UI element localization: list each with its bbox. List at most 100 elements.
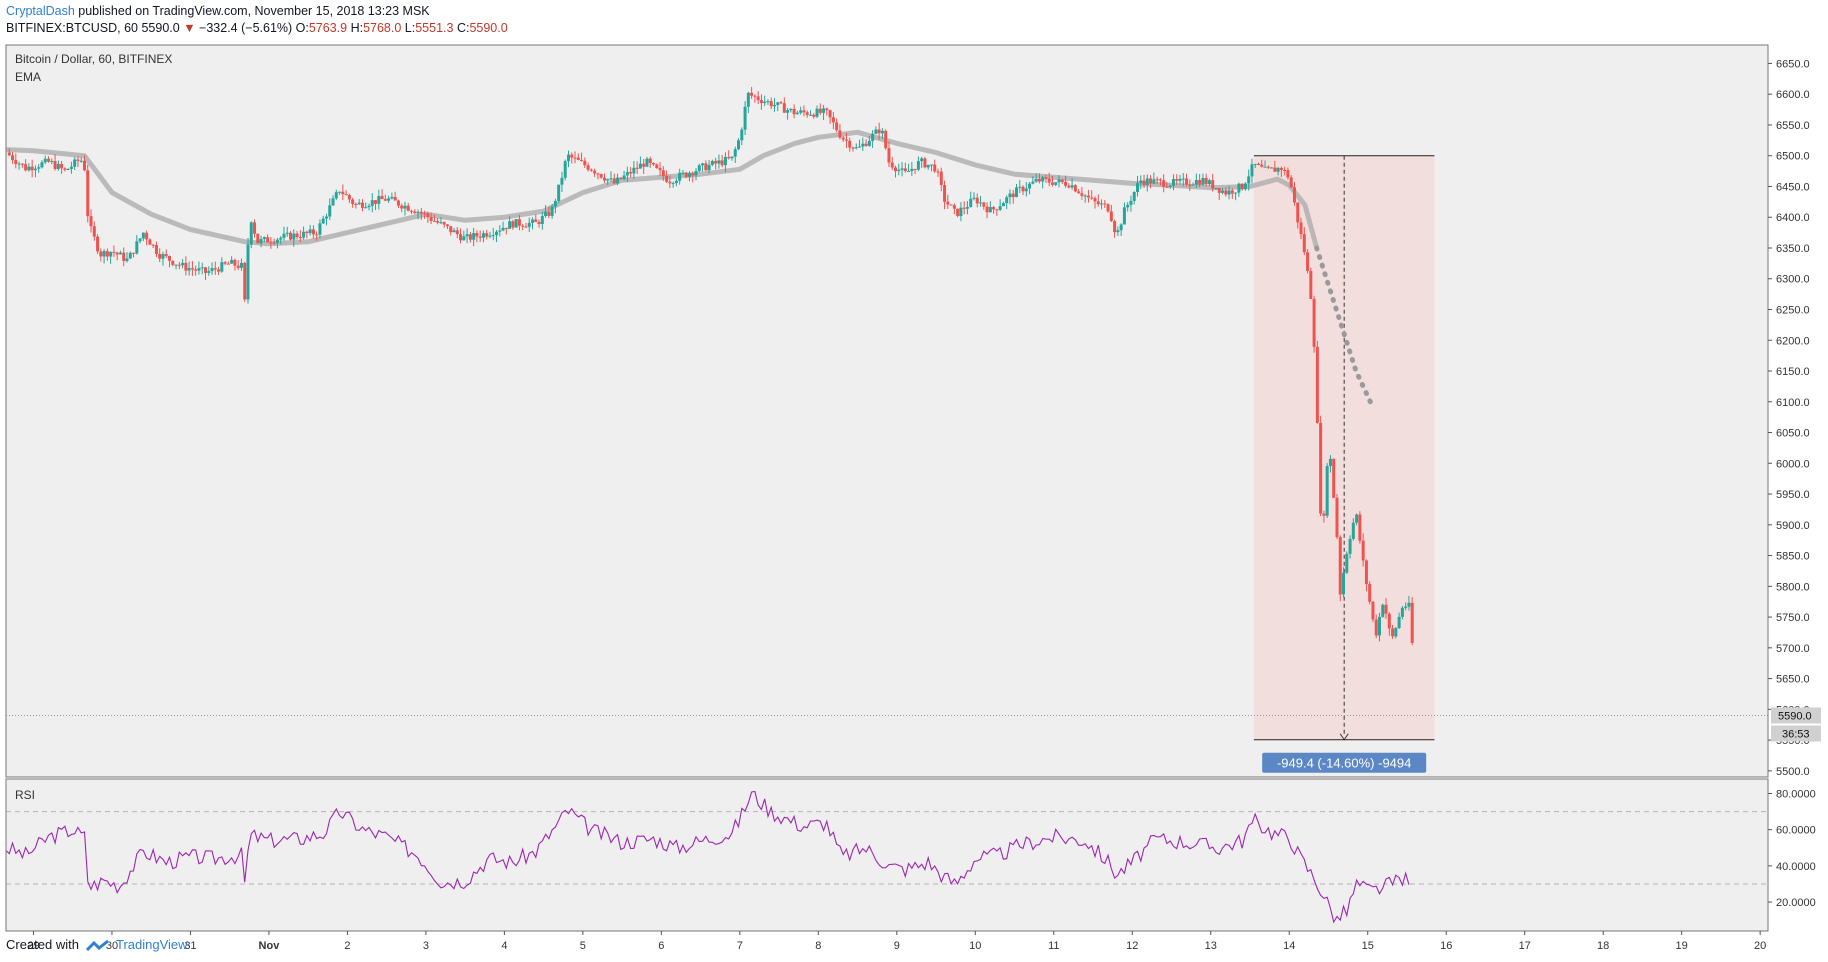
candle-body bbox=[1404, 606, 1408, 608]
candle-body bbox=[580, 159, 584, 161]
candle-body bbox=[782, 103, 786, 113]
candle-body bbox=[799, 110, 803, 113]
time-tick-label: Nov bbox=[259, 940, 281, 952]
candle-body bbox=[599, 174, 603, 178]
ema-legend[interactable]: EMA bbox=[15, 70, 42, 84]
candle-body bbox=[390, 196, 394, 199]
close-label: C: bbox=[456, 21, 470, 35]
price-tick-label: 5650.0 bbox=[1776, 674, 1810, 686]
candle-body bbox=[563, 161, 567, 178]
price-tick-label: 5950.0 bbox=[1776, 489, 1810, 501]
footer: Created with TradingView bbox=[6, 937, 188, 953]
candle-body bbox=[1384, 604, 1388, 614]
candle-body bbox=[952, 205, 956, 209]
candle-body bbox=[880, 130, 884, 134]
rsi-pane-frame bbox=[5, 778, 1769, 932]
candle-body bbox=[282, 233, 286, 238]
candle-body bbox=[1306, 252, 1310, 271]
candle-body bbox=[1247, 176, 1251, 184]
candle-body bbox=[629, 171, 633, 174]
candle-body bbox=[53, 161, 57, 169]
rsi-tick-label: 80.0000 bbox=[1776, 788, 1816, 800]
candle-body bbox=[1237, 183, 1241, 193]
candle-body bbox=[1364, 560, 1368, 585]
candle-body bbox=[687, 173, 691, 177]
price-axis[interactable]: 6650.0 6600.0 6550.0 6500.0 6450.0 6400.0 6350… bbox=[1768, 58, 1821, 778]
candle-body bbox=[521, 225, 525, 227]
candle-body bbox=[606, 179, 610, 181]
candle-body bbox=[475, 233, 479, 237]
candle-body bbox=[455, 230, 459, 235]
candle-body bbox=[818, 108, 822, 113]
candle-body bbox=[1221, 190, 1225, 193]
price-tick-label: 6150.0 bbox=[1776, 366, 1810, 378]
candle-body bbox=[553, 200, 557, 207]
candle-body bbox=[1044, 177, 1048, 179]
candle-body bbox=[1171, 179, 1175, 186]
candle-body bbox=[1135, 183, 1139, 192]
candle-body bbox=[1132, 191, 1136, 201]
candle-body bbox=[786, 110, 790, 113]
candle-body bbox=[253, 222, 257, 234]
candle-body bbox=[1243, 183, 1247, 190]
candle-body bbox=[769, 101, 773, 107]
price-tick-label: 6050.0 bbox=[1776, 428, 1810, 440]
candle-body bbox=[1374, 619, 1378, 636]
time-tick-label: 30 bbox=[106, 940, 118, 952]
candle-body bbox=[1113, 221, 1117, 233]
candle-body bbox=[269, 242, 273, 244]
rsi-axis[interactable]: 80.0000 60.0000 40.0000 20.0000 bbox=[1768, 788, 1816, 909]
candle-body bbox=[1158, 179, 1162, 181]
candle-body bbox=[1328, 458, 1332, 467]
candle-body bbox=[1253, 163, 1257, 165]
candle-body bbox=[1073, 185, 1077, 192]
candle-body bbox=[707, 164, 711, 171]
candle-body bbox=[992, 207, 996, 210]
candle-body bbox=[969, 198, 973, 207]
tradingview-logo-icon[interactable] bbox=[85, 939, 110, 953]
candle-body bbox=[763, 101, 767, 104]
candle-body bbox=[504, 227, 508, 229]
candle-body bbox=[1191, 184, 1195, 186]
candle-body bbox=[648, 158, 652, 164]
candle-body bbox=[570, 154, 574, 158]
candle-body bbox=[30, 166, 34, 171]
candle-body bbox=[1391, 628, 1395, 637]
candle-body bbox=[589, 169, 593, 171]
publish-info: CryptalDash published on TradingView.com… bbox=[6, 4, 430, 18]
candle-body bbox=[145, 232, 149, 240]
candle-body bbox=[69, 166, 73, 169]
candle-body bbox=[933, 164, 937, 172]
candle-body bbox=[302, 231, 306, 238]
time-tick-label: 7 bbox=[737, 940, 743, 952]
candle-body bbox=[485, 233, 489, 237]
candle-body bbox=[181, 262, 185, 266]
candle-body bbox=[750, 92, 754, 96]
candle-body bbox=[210, 268, 214, 272]
price-tick-label: 6100.0 bbox=[1776, 397, 1810, 409]
candle-body bbox=[540, 216, 544, 225]
candle-body bbox=[527, 222, 531, 227]
candle-body bbox=[1325, 466, 1329, 516]
candle-body bbox=[913, 168, 917, 170]
time-tick-label: 31 bbox=[184, 940, 196, 952]
candle-body bbox=[488, 235, 492, 237]
candle-body bbox=[511, 221, 515, 228]
candle-body bbox=[985, 206, 989, 213]
time-axis[interactable]: 29 30 31 Nov 2 3 4 5 6 7 8 9 10 11 12 13 14 15 16 17 18 19 20 bbox=[27, 931, 1766, 952]
candle-body bbox=[1273, 167, 1277, 172]
price-tick-label: 5900.0 bbox=[1776, 520, 1810, 532]
rsi-legend[interactable]: RSI bbox=[15, 788, 36, 802]
author-link[interactable]: CryptalDash bbox=[6, 4, 75, 18]
candle-body bbox=[864, 143, 868, 146]
candle-body bbox=[877, 129, 881, 134]
candle-body bbox=[704, 163, 708, 171]
candle-body bbox=[1037, 178, 1041, 182]
tradingview-brand[interactable]: TradingView bbox=[116, 937, 188, 952]
candle-body bbox=[171, 260, 175, 265]
candle-body bbox=[691, 173, 695, 176]
candle-body bbox=[311, 229, 315, 235]
candle-body bbox=[17, 163, 21, 165]
open-value: 5763.9 bbox=[308, 21, 348, 35]
